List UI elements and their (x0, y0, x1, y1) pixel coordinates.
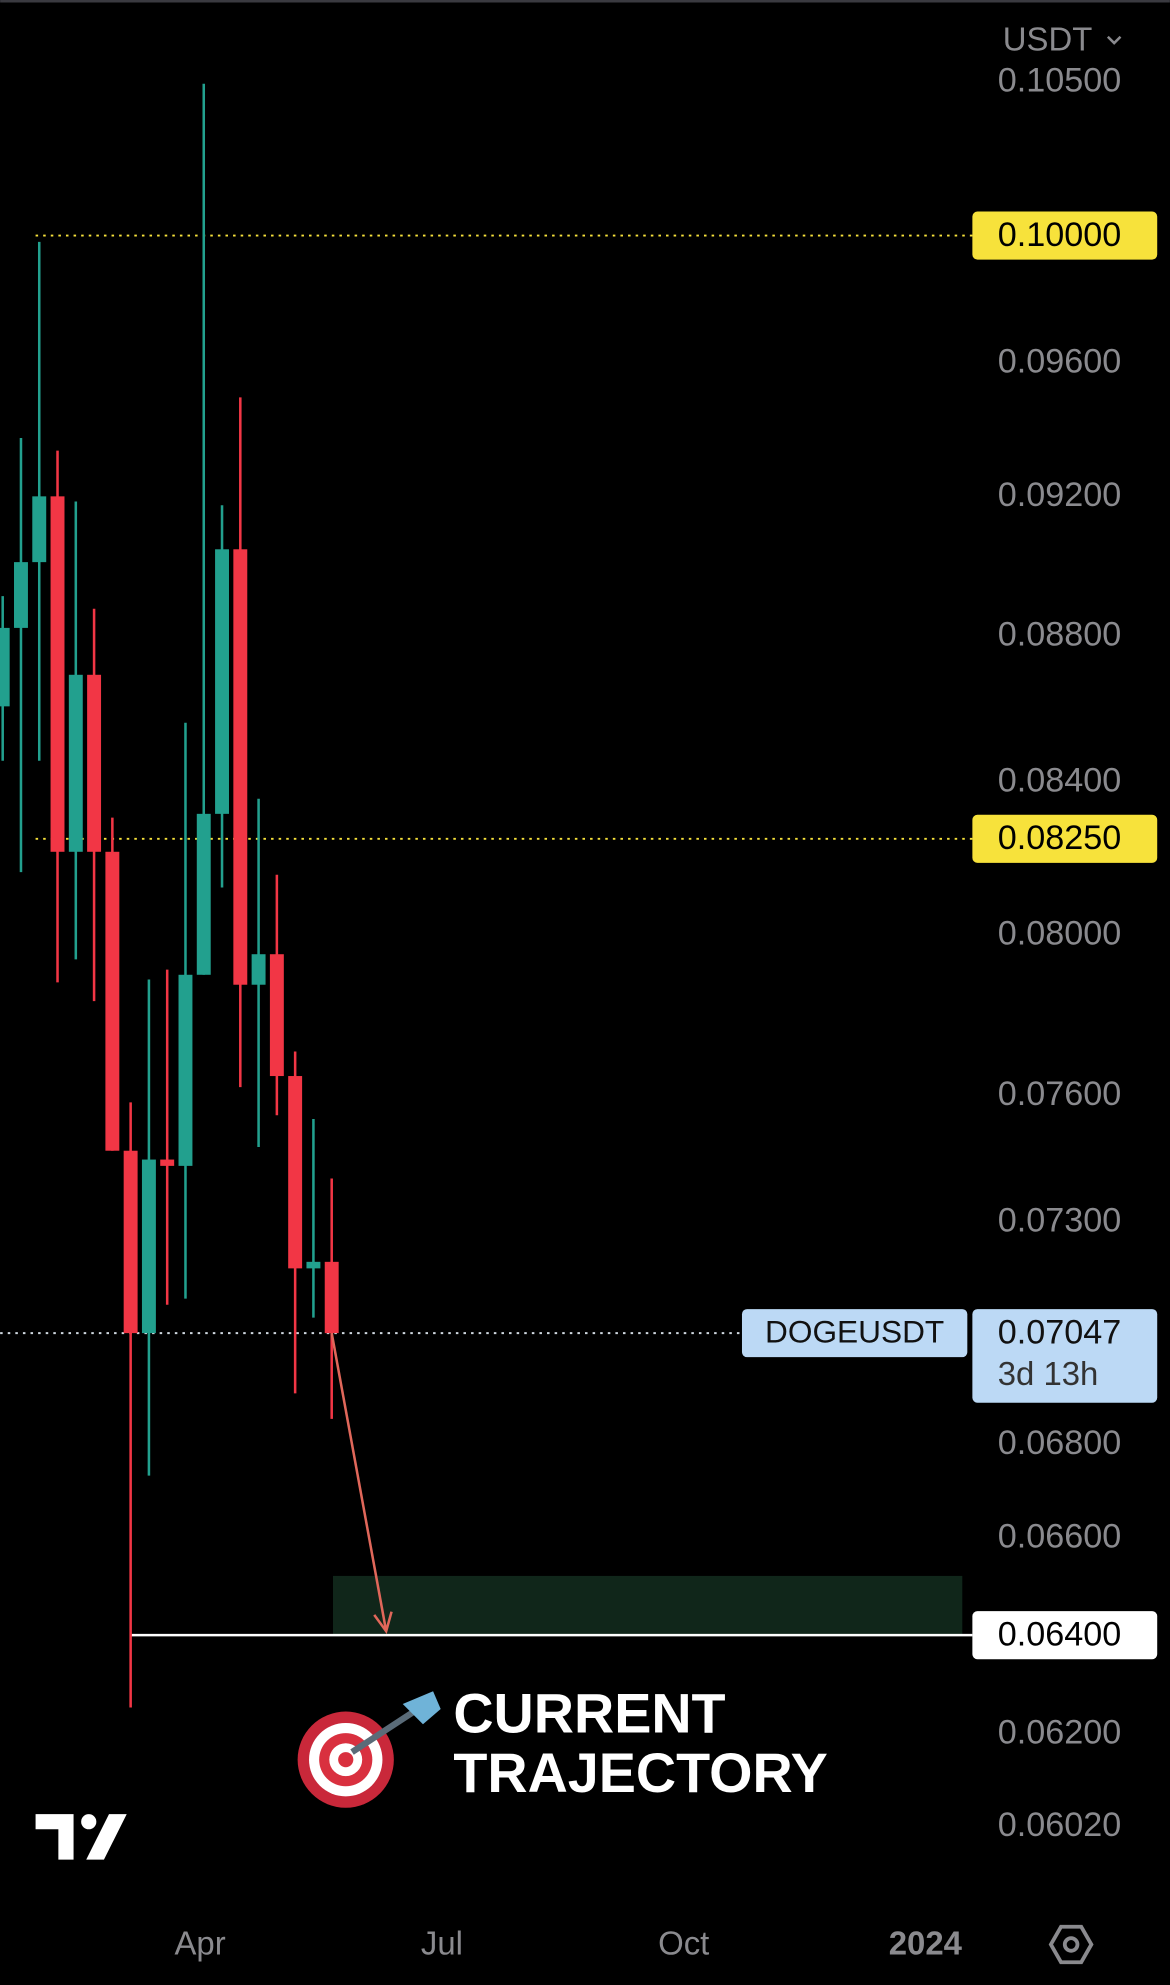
level-label: 0.06400 (998, 1615, 1122, 1653)
price-box (972, 1309, 1158, 1403)
target-zone (332, 1575, 963, 1636)
y-tick-label: 0.06020 (998, 1806, 1122, 1844)
candle-body (178, 974, 193, 1166)
level-label: 0.10000 (998, 216, 1122, 254)
y-tick-label: 0.09200 (998, 476, 1122, 514)
candle-body (123, 1150, 138, 1334)
candle-body (105, 851, 120, 1151)
candle-body (269, 954, 284, 1077)
trajectory-arrow (330, 1332, 388, 1632)
candle-body (215, 549, 229, 814)
symbol-box (741, 1309, 968, 1358)
candle-body (0, 627, 10, 707)
countdown-label: 3d 13h (998, 1355, 1099, 1392)
candle-body (324, 1261, 339, 1334)
annotation-text: TRAJECTORY (453, 1742, 827, 1804)
annotation-text: CURRENT (453, 1683, 725, 1745)
candle-body (251, 954, 266, 985)
y-tick-label: 0.08000 (998, 914, 1122, 952)
candle-body (160, 1159, 175, 1166)
last-price-label: 0.07047 (998, 1313, 1122, 1351)
candle-body (50, 496, 65, 852)
x-tick-label: 2024 (889, 1924, 963, 1961)
candle-body (87, 674, 102, 852)
y-tick-label: 0.10500 (998, 62, 1122, 100)
level-label-box (972, 211, 1158, 260)
y-tick-label: 0.06800 (998, 1424, 1122, 1462)
x-tick-label: Apr (174, 1924, 225, 1961)
y-tick-label: 0.08800 (998, 615, 1122, 653)
y-tick-label: 0.09600 (998, 343, 1122, 381)
candle-body (32, 496, 47, 563)
candle-body (196, 813, 211, 975)
y-tick-label: 0.07600 (998, 1075, 1122, 1113)
currency-selector[interactable]: USDT (1003, 20, 1093, 57)
x-tick-label: Oct (658, 1924, 709, 1961)
level-label-box (972, 814, 1158, 863)
y-tick-label: 0.06200 (998, 1714, 1122, 1752)
target-emoji (297, 1691, 441, 1808)
candle-body (68, 674, 83, 852)
candle-body (288, 1076, 303, 1269)
arrow-head (373, 1611, 393, 1635)
symbol-label: DOGEUSDT (765, 1314, 944, 1350)
y-tick-label: 0.06600 (998, 1518, 1122, 1556)
x-tick-label: Jul (421, 1924, 463, 1961)
settings-icon[interactable] (1048, 1924, 1094, 1965)
level-label-box (972, 1611, 1158, 1660)
chevron-icon[interactable] (1106, 35, 1122, 45)
level-label: 0.08250 (998, 819, 1122, 857)
y-tick-label: 0.07300 (998, 1202, 1122, 1240)
candle-body (14, 562, 28, 628)
y-tick-label: 0.08400 (998, 761, 1122, 799)
candle-body (141, 1159, 156, 1334)
candle-body (233, 549, 248, 985)
candle-body (306, 1261, 321, 1269)
tradingview-logo (35, 1814, 127, 1860)
